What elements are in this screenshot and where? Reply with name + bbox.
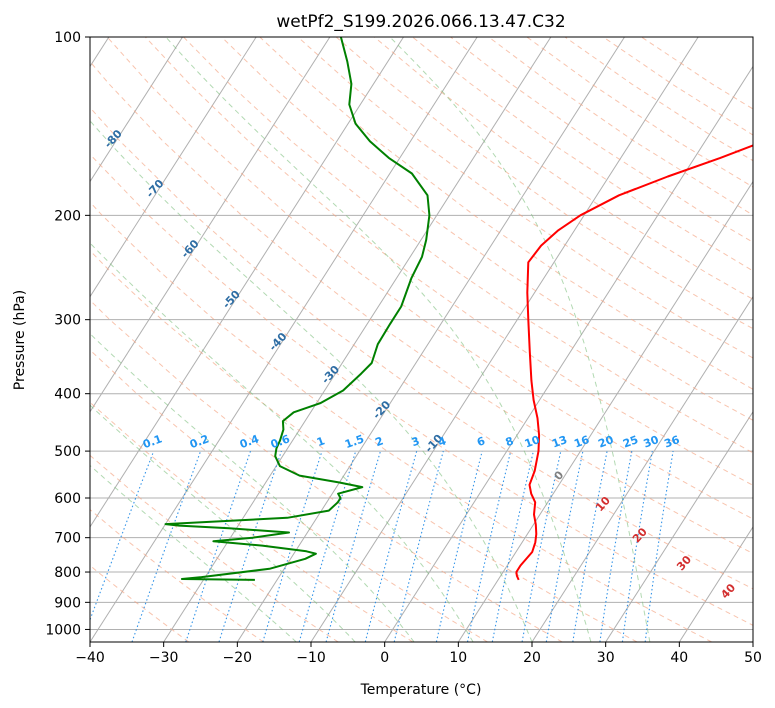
isotherm-line — [457, 180, 753, 642]
background-lines — [90, 37, 753, 642]
dry-adiabat-line — [90, 401, 414, 642]
mixing-ratio-label: 0.4 — [238, 432, 261, 451]
isotherm-line — [90, 37, 257, 298]
isotherm-line — [531, 295, 753, 642]
dry-adiabat-line — [90, 201, 712, 642]
plot-frame — [89, 36, 754, 643]
y-tick-label: 400 — [54, 387, 81, 403]
mixing-ratio-label: 2 — [373, 434, 385, 449]
dry-adiabat-line — [90, 564, 190, 642]
dry-adiabat-line — [412, 37, 753, 272]
x-tick-label: 30 — [597, 650, 615, 666]
mixing-ratio-label: 1 — [315, 434, 327, 449]
moist-adiabat-line — [90, 332, 415, 642]
moist-adiabat-line — [389, 37, 651, 642]
y-tick-label: 500 — [54, 444, 81, 460]
mixing-ratio-line — [435, 450, 483, 642]
y-tick-label: 1000 — [45, 622, 81, 638]
isotherm-line — [163, 37, 552, 642]
mixing-ratio-label: 1.5 — [343, 432, 366, 451]
moist-adiabat-line — [90, 464, 297, 642]
isotherm-line — [90, 37, 404, 528]
mixing-ratio-label: 0.6 — [269, 432, 292, 451]
isotherm-line — [310, 37, 699, 642]
dry-adiabat-line — [144, 37, 753, 486]
x-tick-label: 10 — [449, 650, 467, 666]
mixing-ratio-label: 4 — [436, 434, 448, 449]
mixing-ratio-line — [393, 450, 444, 642]
mixing-ratio-line — [466, 450, 512, 642]
dry-adiabat-line — [488, 37, 753, 216]
mixing-ratio-line — [599, 451, 633, 642]
mixing-ratio-line — [325, 450, 382, 642]
x-tick-label: −30 — [149, 650, 179, 666]
y-tick-label: 200 — [54, 208, 81, 224]
mixing-ratio-label: 13 — [550, 433, 569, 450]
mixing-ratio-label: 0.1 — [141, 432, 164, 451]
y-tick-label: 700 — [54, 531, 81, 547]
moist-adiabat-line — [165, 37, 592, 642]
mixing-ratio-line — [545, 450, 584, 642]
x-tick-label: −40 — [75, 650, 105, 666]
mixing-ratio-label: 8 — [504, 434, 516, 449]
x-axis-label: Temperature (°C) — [360, 682, 482, 698]
isotherm-line — [90, 37, 183, 183]
x-tick-label: −20 — [223, 650, 253, 666]
mixing-ratio-line — [298, 450, 357, 642]
y-tick-label: 600 — [54, 491, 81, 507]
profiles — [164, 37, 753, 581]
mixing-ratio-label: 10 — [523, 433, 542, 451]
dewpoint-profile-line — [164, 37, 431, 581]
isotherm-line — [384, 65, 753, 642]
y-tick-label: 900 — [54, 595, 81, 611]
mixing-ratio-line — [572, 450, 608, 642]
mixing-ratio-label: 0.2 — [188, 432, 211, 451]
y-tick-label: 300 — [54, 313, 81, 329]
x-tick-label: 20 — [523, 650, 541, 666]
isotherm-line — [90, 37, 478, 642]
isotherm-line — [605, 410, 753, 642]
mixing-ratio-line — [364, 450, 418, 642]
mixing-ratio-line — [262, 450, 323, 642]
dry-adiabat-line — [90, 106, 753, 590]
mixing-ratio-label: 3 — [410, 434, 422, 449]
mixing-ratio-label: 20 — [596, 433, 615, 451]
mixing-ratio-label: 30 — [642, 433, 661, 451]
mixing-ratio-line — [185, 450, 252, 642]
isotherm-line — [678, 525, 753, 642]
mixing-ratio-line — [521, 450, 562, 642]
dry-adiabat-line — [90, 299, 563, 642]
axes: −40 −30 −20 −10 0 10 20 30 40 5010020030040050060… — [45, 30, 762, 666]
mixing-ratio-line — [644, 451, 674, 642]
y-tick-label: 100 — [54, 30, 81, 46]
mixing-ratio-label: 6 — [475, 434, 487, 449]
mixing-ratio-label: 25 — [621, 433, 640, 450]
isotherm-line — [236, 37, 625, 642]
x-tick-label: 0 — [380, 650, 389, 666]
mixing-ratio-line — [131, 450, 202, 642]
mixing-ratio-line — [621, 451, 653, 642]
dry-adiabat-line — [373, 37, 753, 300]
x-tick-label: 40 — [670, 650, 688, 666]
dry-adiabat-line — [90, 60, 753, 555]
chart-title: wetPf2_S199.2026.066.13.47.C32 — [276, 12, 565, 32]
mixing-ratio-line — [491, 450, 534, 642]
temperature-profile-line — [515, 144, 753, 581]
x-tick-label: 50 — [744, 650, 762, 666]
moist-adiabat-line — [90, 242, 474, 642]
mixing-ratio-label: 36 — [662, 433, 681, 451]
y-tick-label: 800 — [54, 565, 81, 581]
dry-adiabat-line — [450, 37, 753, 243]
x-tick-label: −10 — [296, 650, 326, 666]
moist-adiabat-line — [90, 120, 533, 642]
mixing-ratio-label: 16 — [572, 433, 591, 451]
dry-adiabat-line — [90, 249, 638, 642]
isotherm-line — [90, 37, 331, 413]
y-axis-label: Pressure (hPa) — [12, 290, 28, 390]
